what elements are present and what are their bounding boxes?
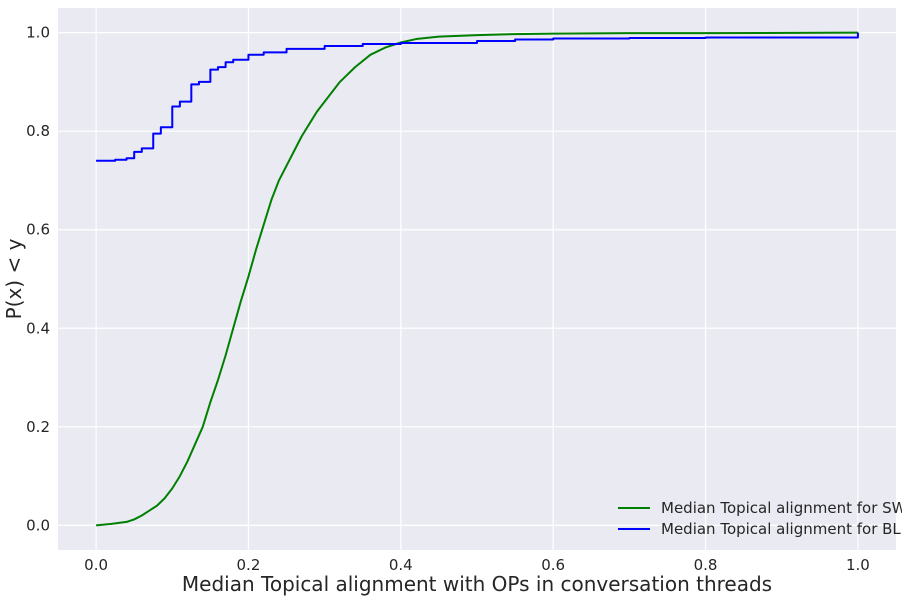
legend-label-bl: Median Topical alignment for BL <box>661 520 901 538</box>
series-line-sw <box>95 31 858 527</box>
y-tick-label: 1.0 <box>26 24 50 42</box>
y-tick-label: 0.0 <box>26 516 50 534</box>
x-tick-label: 0.0 <box>84 556 108 574</box>
y-tick-label: 0.6 <box>26 221 50 239</box>
y-tick-label: 0.4 <box>26 319 50 337</box>
legend: Median Topical alignment for SW Median T… <box>618 499 902 538</box>
series-lines <box>95 31 859 527</box>
x-axis-title: Median Topical alignment with OPs in con… <box>182 572 772 596</box>
y-tick-label: 0.2 <box>26 418 50 436</box>
x-tick-label: 0.4 <box>389 556 413 574</box>
x-tick-label: 1.0 <box>846 556 870 574</box>
x-tick-label: 0.8 <box>694 556 718 574</box>
legend-label-sw: Median Topical alignment for SW <box>661 499 902 517</box>
x-tick-label: 0.6 <box>541 556 565 574</box>
y-tick-label: 0.8 <box>26 122 50 140</box>
x-tick-label: 0.2 <box>237 556 261 574</box>
x-tick-labels: 0.0 0.2 0.4 0.6 0.8 1.0 <box>84 556 870 574</box>
y-axis-title: P(x) < y <box>2 238 26 319</box>
series-line-bl <box>96 32 859 162</box>
y-tick-labels: 0.0 0.2 0.4 0.6 0.8 1.0 <box>26 24 50 535</box>
plot-background <box>58 8 896 550</box>
